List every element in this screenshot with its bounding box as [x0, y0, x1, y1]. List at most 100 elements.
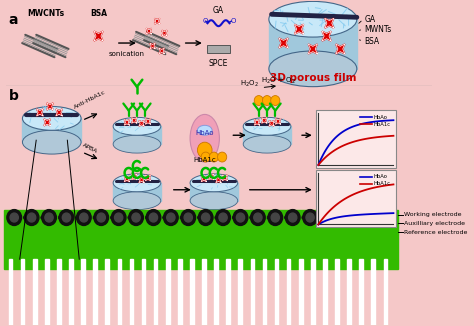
- Circle shape: [210, 152, 219, 162]
- Circle shape: [355, 210, 370, 226]
- Polygon shape: [294, 24, 304, 34]
- Polygon shape: [322, 31, 331, 41]
- Polygon shape: [146, 28, 152, 34]
- Bar: [263, 259, 266, 325]
- Polygon shape: [209, 174, 214, 180]
- Bar: [227, 259, 230, 325]
- Polygon shape: [146, 175, 151, 181]
- Ellipse shape: [269, 51, 357, 87]
- Bar: [287, 259, 291, 325]
- Text: Working electrode: Working electrode: [404, 212, 462, 217]
- Bar: [372, 259, 375, 325]
- Polygon shape: [279, 38, 288, 48]
- Polygon shape: [124, 120, 129, 125]
- Bar: [251, 259, 254, 325]
- Circle shape: [167, 213, 175, 222]
- Circle shape: [233, 210, 248, 226]
- Bar: [9, 259, 12, 325]
- Ellipse shape: [190, 192, 238, 210]
- Circle shape: [216, 210, 230, 226]
- Polygon shape: [36, 109, 43, 116]
- Circle shape: [218, 152, 227, 162]
- Circle shape: [219, 213, 227, 222]
- Circle shape: [7, 210, 21, 226]
- Circle shape: [27, 213, 36, 222]
- FancyBboxPatch shape: [207, 45, 230, 53]
- Text: Auxilliary electrode: Auxilliary electrode: [404, 221, 465, 226]
- Circle shape: [62, 213, 71, 222]
- Bar: [299, 259, 302, 325]
- Text: b: b: [9, 89, 18, 103]
- Text: GA: GA: [213, 6, 224, 15]
- Polygon shape: [150, 43, 155, 49]
- Ellipse shape: [113, 174, 161, 192]
- Polygon shape: [159, 48, 164, 54]
- Circle shape: [375, 213, 384, 222]
- Circle shape: [254, 96, 264, 106]
- Ellipse shape: [22, 107, 81, 130]
- Ellipse shape: [190, 174, 238, 192]
- Bar: [383, 259, 387, 325]
- Polygon shape: [132, 118, 137, 123]
- Circle shape: [184, 213, 192, 222]
- Circle shape: [263, 96, 272, 106]
- Bar: [142, 259, 146, 325]
- Bar: [57, 259, 61, 325]
- Bar: [118, 259, 121, 325]
- Polygon shape: [255, 120, 260, 125]
- Text: GA: GA: [364, 15, 375, 24]
- Bar: [129, 259, 133, 325]
- Polygon shape: [201, 176, 206, 182]
- Bar: [238, 259, 242, 325]
- Ellipse shape: [113, 192, 161, 210]
- Bar: [335, 259, 339, 325]
- Bar: [190, 259, 194, 325]
- Bar: [69, 259, 73, 325]
- Text: HbAo: HbAo: [374, 174, 388, 179]
- Circle shape: [45, 213, 53, 222]
- Circle shape: [306, 213, 314, 222]
- Text: MWNTs: MWNTs: [364, 25, 392, 34]
- Text: Reference electrode: Reference electrode: [404, 230, 468, 235]
- Text: SPCE: SPCE: [209, 59, 228, 68]
- Bar: [93, 259, 97, 325]
- Bar: [316, 170, 396, 228]
- Bar: [202, 259, 206, 325]
- Text: sonication: sonication: [109, 51, 145, 57]
- Polygon shape: [190, 183, 238, 201]
- Bar: [166, 259, 170, 325]
- Bar: [45, 259, 49, 325]
- Polygon shape: [94, 31, 103, 41]
- Circle shape: [198, 210, 213, 226]
- Ellipse shape: [190, 114, 219, 162]
- Circle shape: [115, 213, 123, 222]
- Ellipse shape: [269, 1, 357, 37]
- Circle shape: [181, 210, 196, 226]
- Text: O: O: [203, 18, 208, 24]
- Polygon shape: [139, 177, 144, 183]
- Polygon shape: [56, 109, 63, 116]
- Polygon shape: [243, 126, 291, 144]
- Circle shape: [289, 213, 297, 222]
- Circle shape: [146, 210, 161, 226]
- Circle shape: [337, 210, 352, 226]
- Polygon shape: [269, 121, 274, 126]
- Polygon shape: [222, 175, 228, 181]
- Circle shape: [341, 213, 349, 222]
- Bar: [214, 259, 218, 325]
- Text: 3D porous film: 3D porous film: [270, 73, 356, 83]
- Circle shape: [323, 213, 332, 222]
- Polygon shape: [162, 30, 167, 36]
- Polygon shape: [336, 44, 345, 54]
- Circle shape: [237, 213, 245, 222]
- Circle shape: [59, 210, 74, 226]
- Text: O: O: [230, 18, 236, 24]
- Text: HbAo: HbAo: [374, 115, 388, 120]
- Polygon shape: [124, 176, 129, 182]
- Bar: [316, 111, 396, 168]
- Ellipse shape: [243, 117, 291, 135]
- Circle shape: [303, 210, 318, 226]
- Polygon shape: [113, 183, 161, 201]
- Polygon shape: [155, 18, 160, 24]
- Circle shape: [358, 213, 366, 222]
